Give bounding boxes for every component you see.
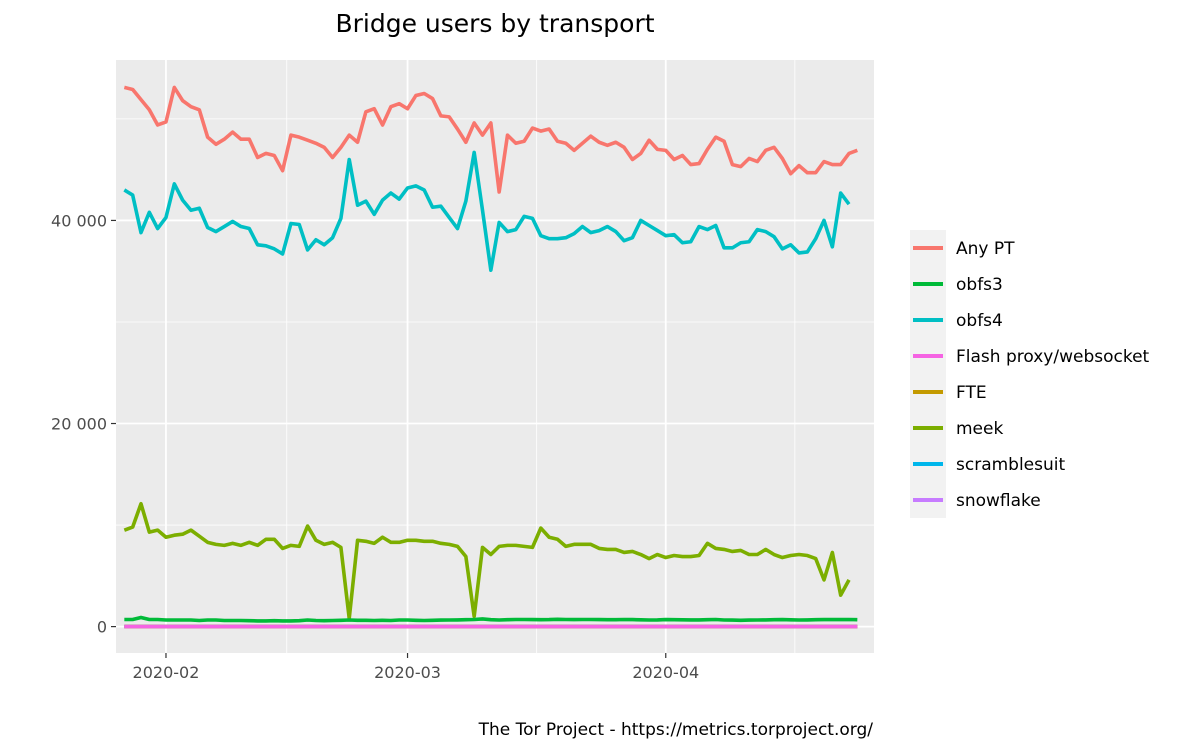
x-tick-label: 2020-02 bbox=[133, 663, 200, 682]
series-lines bbox=[123, 85, 858, 629]
legend-label-flash-proxy-websocket: Flash proxy/websocket bbox=[956, 347, 1150, 367]
y-tick-label: 40 000 bbox=[51, 211, 107, 230]
axes: 2020-02 2020-03 2020-04 0 20 000 40 000 bbox=[51, 211, 699, 682]
series-line-meek bbox=[123, 501, 851, 621]
legend-label-any-pt: Any PT bbox=[956, 239, 1015, 259]
x-tick-label: 2020-04 bbox=[632, 663, 699, 682]
legend-label-snowflake: snowflake bbox=[956, 491, 1041, 511]
legend: Any PT obfs3 obfs4 Flash proxy/websocket FTE… bbox=[910, 230, 1150, 518]
x-tick-label: 2020-03 bbox=[374, 663, 441, 682]
series-line-obfs3 bbox=[124, 615, 858, 623]
series-line-obfs4 bbox=[123, 150, 851, 272]
legend-label-fte: FTE bbox=[956, 383, 987, 403]
legend-label-meek: meek bbox=[956, 419, 1003, 439]
legend-label-obfs4: obfs4 bbox=[956, 311, 1003, 331]
y-tick-label: 20 000 bbox=[51, 415, 107, 434]
legend-label-scramblesuit: scramblesuit bbox=[956, 455, 1065, 475]
y-tick-label: 0 bbox=[97, 618, 107, 637]
chart-title: Bridge users by transport bbox=[335, 9, 654, 38]
legend-label-obfs3: obfs3 bbox=[956, 275, 1003, 295]
series-line-any-pt bbox=[123, 85, 858, 194]
chart-caption: The Tor Project - https://metrics.torpro… bbox=[478, 720, 874, 740]
